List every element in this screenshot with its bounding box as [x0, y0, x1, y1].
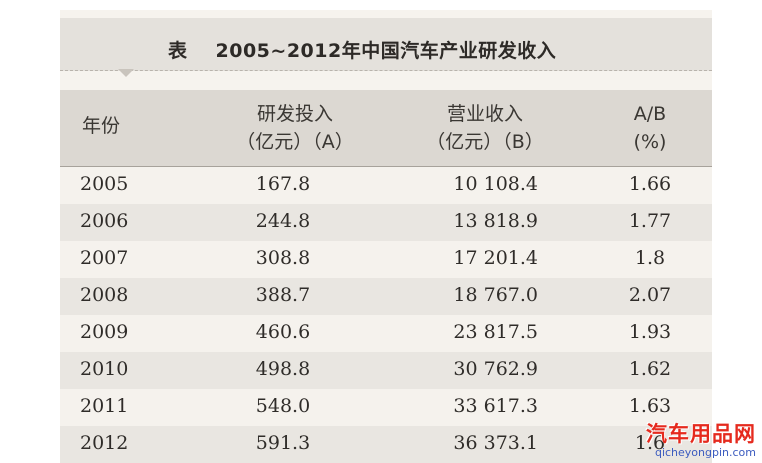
- table-row: 2007 308.8 17 201.4 1.8: [60, 241, 712, 278]
- table-row: 2005 167.8 10 108.4 1.66: [60, 167, 712, 204]
- cell-ratio: 1.77: [628, 210, 672, 232]
- table-title-prefix: 表: [168, 40, 188, 62]
- cell-ratio: 1.63: [628, 395, 672, 417]
- cell-ratio: 1.8: [634, 247, 666, 269]
- cell-ratio: 1.6: [634, 432, 666, 454]
- cell-revenue: 33 617.3: [453, 395, 538, 417]
- cell-year: 2005: [80, 173, 129, 195]
- cell-year: 2011: [80, 395, 129, 417]
- cell-year: 2007: [80, 247, 129, 269]
- header-rd-line1: 研发投入: [256, 103, 333, 125]
- table-title-text: 2005~2012年中国汽车产业研发收入: [215, 40, 557, 62]
- cell-rd: 460.6: [255, 321, 311, 343]
- cell-rd: 548.0: [255, 395, 311, 417]
- watermark: 汽车用品网 qicheyongpin.com: [646, 418, 756, 459]
- cell-revenue: 23 817.5: [453, 321, 538, 343]
- watermark-url: qicheyongpin.com: [654, 446, 756, 459]
- cell-ratio: 1.62: [628, 358, 672, 380]
- cell-year: 2008: [80, 284, 129, 306]
- table-row: 2009 460.6 23 817.5 1.93: [60, 315, 712, 352]
- cell-rd: 591.3: [255, 432, 311, 454]
- cell-ratio: 1.66: [628, 173, 672, 195]
- cell-revenue: 18 767.0: [453, 284, 538, 306]
- cell-ratio: 2.07: [628, 284, 672, 306]
- watermark-text: 汽车用品网: [646, 422, 756, 446]
- table-page: 表 2005~2012年中国汽车产业研发收入 年份 研发投入 （亿元）（A） 营业…: [60, 10, 712, 463]
- table-row: 2010 498.8 30 762.9 1.62: [60, 352, 712, 389]
- table-title-bar: 表 2005~2012年中国汽车产业研发收入: [60, 18, 712, 71]
- header-rev-line1: 营业收入: [446, 103, 523, 125]
- cell-rd: 244.8: [255, 210, 311, 232]
- table-row: 2006 244.8 13 818.9 1.77: [60, 204, 712, 241]
- cell-revenue: 36 373.1: [453, 432, 538, 454]
- cell-rd: 308.8: [255, 247, 311, 269]
- cell-year: 2012: [80, 432, 129, 454]
- cell-year: 2009: [80, 321, 129, 343]
- table-row: 2012 591.3 36 373.1 1.6: [60, 426, 712, 463]
- table-row: 2011 548.0 33 617.3 1.63: [60, 389, 712, 426]
- table-body: 2005 167.8 10 108.4 1.66 2006 244.8 13 8…: [60, 167, 712, 463]
- header-ratio-line1: A/B: [633, 103, 667, 125]
- cell-revenue: 10 108.4: [453, 173, 538, 195]
- cell-ratio: 1.93: [628, 321, 672, 343]
- header-ratio: A/B (%): [615, 100, 685, 156]
- cell-rd: 167.8: [255, 173, 311, 195]
- table-header: 年份 研发投入 （亿元）（A） 营业收入 （亿元）（B） A/B (%): [60, 90, 712, 167]
- header-rev-line2: （亿元）（B）: [426, 131, 544, 153]
- cell-rd: 388.7: [255, 284, 311, 306]
- cell-year: 2010: [80, 358, 129, 380]
- cell-rd: 498.8: [255, 358, 311, 380]
- cell-year: 2006: [80, 210, 129, 232]
- cell-revenue: 13 818.9: [453, 210, 538, 232]
- table-title: 表 2005~2012年中国汽车产业研发收入: [168, 36, 556, 63]
- table-row: 2008 388.7 18 767.0 2.07: [60, 278, 712, 315]
- cell-revenue: 30 762.9: [453, 358, 538, 380]
- cell-revenue: 17 201.4: [453, 247, 538, 269]
- header-rd-investment: 研发投入 （亿元）（A）: [210, 100, 380, 156]
- header-year: 年份: [82, 115, 121, 137]
- header-ratio-line2: (%): [633, 131, 667, 153]
- header-rd-line2: （亿元）（A）: [236, 131, 354, 153]
- title-notch-decoration: [118, 69, 134, 77]
- header-revenue: 营业收入 （亿元）（B）: [400, 100, 570, 156]
